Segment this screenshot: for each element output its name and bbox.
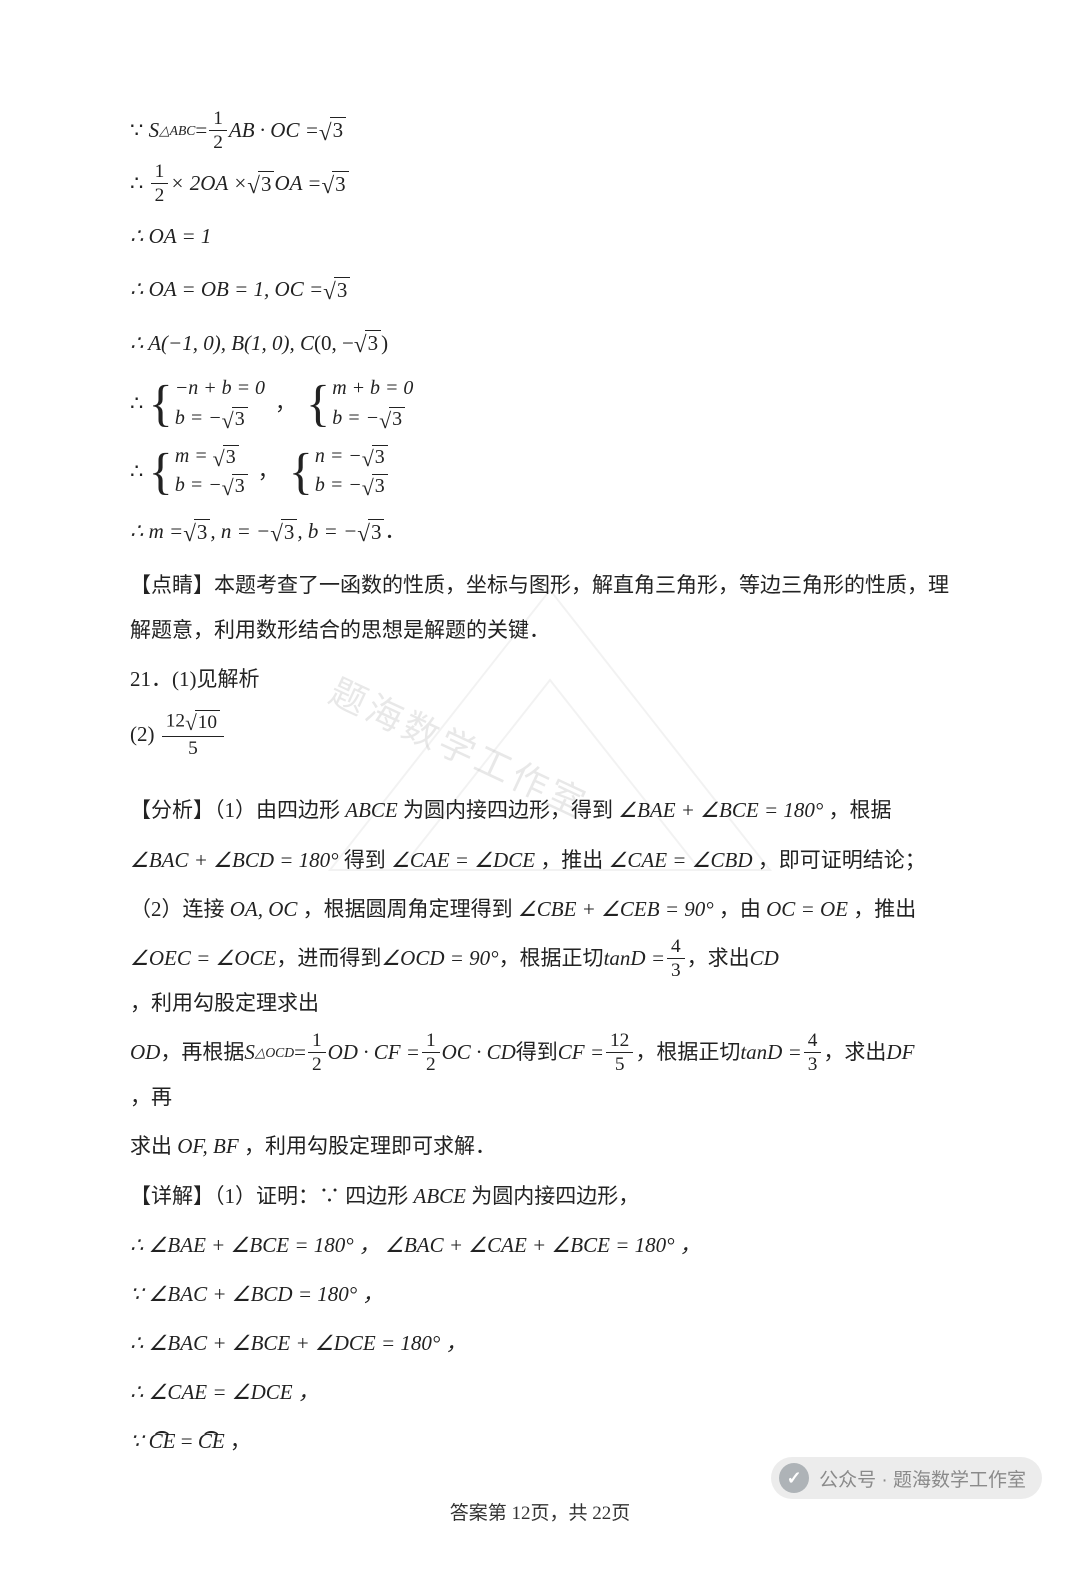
analysis-line-2: ∠BAC + ∠BCD = 180° 得到 ∠CAE = ∠DCE ，推出 ∠C… [130, 838, 950, 883]
q21-part2: (2) 12√10 5 [130, 710, 950, 758]
math-line-4: ∴ OA = OB = 1, OC = √3 [130, 267, 950, 312]
document-page: ∵ S△ABC = 12 AB · OC = √3 ∴ 12 × 2OA × √… [0, 0, 1080, 1595]
math-line-6: ∴ { −n + b = 0 b = −√3 ， { m + b = 0 b =… [130, 374, 950, 434]
detail-line-2: ∵ ∠BAC + ∠BCD = 180° ， [130, 1272, 950, 1317]
page-footer: 答案第 12页，共 22页 [130, 1494, 950, 1535]
math-line-3: ∴ OA = 1 [130, 214, 950, 259]
math-line-7: ∴ { m = √3 b = −√3 ， { n = −√3 b = −√3 [130, 442, 950, 502]
analysis-line-4: ∠OEC = ∠OCE ，进而得到 ∠OCD = 90° ，根据正切 tanD … [130, 936, 950, 1026]
comment-dianjing: 【点睛】本题考查了一函数的性质，坐标与图形，解直角三角形，等边三角形的性质，理解… [130, 563, 950, 653]
wechat-icon: ✓ [779, 1463, 809, 1493]
math-line-5: ∴ A(−1, 0), B(1, 0), C (0, − √3 ) [130, 321, 950, 366]
badge-label: 公众号 · 题海数学工作室 [819, 1465, 1026, 1492]
math-line-8: ∴ m = √3 , n = −√3 , b = −√3 ． [130, 509, 950, 554]
analysis-line-6: 求出 OF, BF ，利用勾股定理即可求解． [130, 1124, 950, 1169]
detail-line-3: ∴ ∠BAC + ∠BCE + ∠DCE = 180° ， [130, 1321, 950, 1366]
math-line-2: ∴ 12 × 2OA × √3 OA = √3 [130, 161, 950, 206]
q21-part1: 21．(1)见解析 [130, 657, 950, 702]
detail-line-1: ∴ ∠BAE + ∠BCE = 180° ， ∠BAC + ∠CAE + ∠BC… [130, 1223, 950, 1268]
analysis-line-3: （2）连接 OA, OC ，根据圆周角定理得到 ∠CBE + ∠CEB = 90… [130, 887, 950, 932]
wechat-badge: ✓ 公众号 · 题海数学工作室 [771, 1457, 1042, 1499]
analysis-line-1: 【分析】（1）由四边形 ABCE 为圆内接四边形，得到 ∠BAE + ∠BCE … [130, 788, 950, 833]
detail-line-4: ∴ ∠CAE = ∠DCE ， [130, 1370, 950, 1415]
analysis-line-5: OD，再根据 S△OCD = 12 OD · CF = 12 OC · CD 得… [130, 1030, 950, 1120]
math-line-1: ∵ S△ABC = 12 AB · OC = √3 [130, 108, 950, 153]
detail-line-0: 【详解】（1）证明：∵ 四边形 ABCE 为圆内接四边形， [130, 1174, 950, 1219]
